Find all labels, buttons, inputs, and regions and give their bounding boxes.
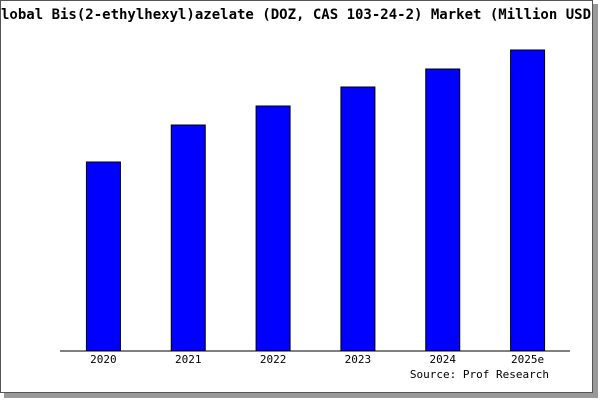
x-tick-label: 2023 xyxy=(345,353,372,366)
bar xyxy=(170,124,206,352)
x-tick-label: 2021 xyxy=(175,353,202,366)
source: Source: Prof Research xyxy=(410,368,549,381)
x-tick-label: 2022 xyxy=(260,353,287,366)
bar xyxy=(510,49,546,352)
x-tick-label: 2025e xyxy=(511,353,544,366)
x-tick-label: 2024 xyxy=(430,353,457,366)
bar xyxy=(255,105,291,352)
chart-title: Global Bis(2-ethylhexyl)azelate (DOZ, CA… xyxy=(0,7,599,23)
title-clip: Global Bis(2-ethylhexyl)azelate (DOZ, CA… xyxy=(0,7,599,23)
bar xyxy=(85,161,121,352)
bar xyxy=(425,68,461,352)
x-tick-label: 2020 xyxy=(90,353,117,366)
bar xyxy=(340,86,376,352)
